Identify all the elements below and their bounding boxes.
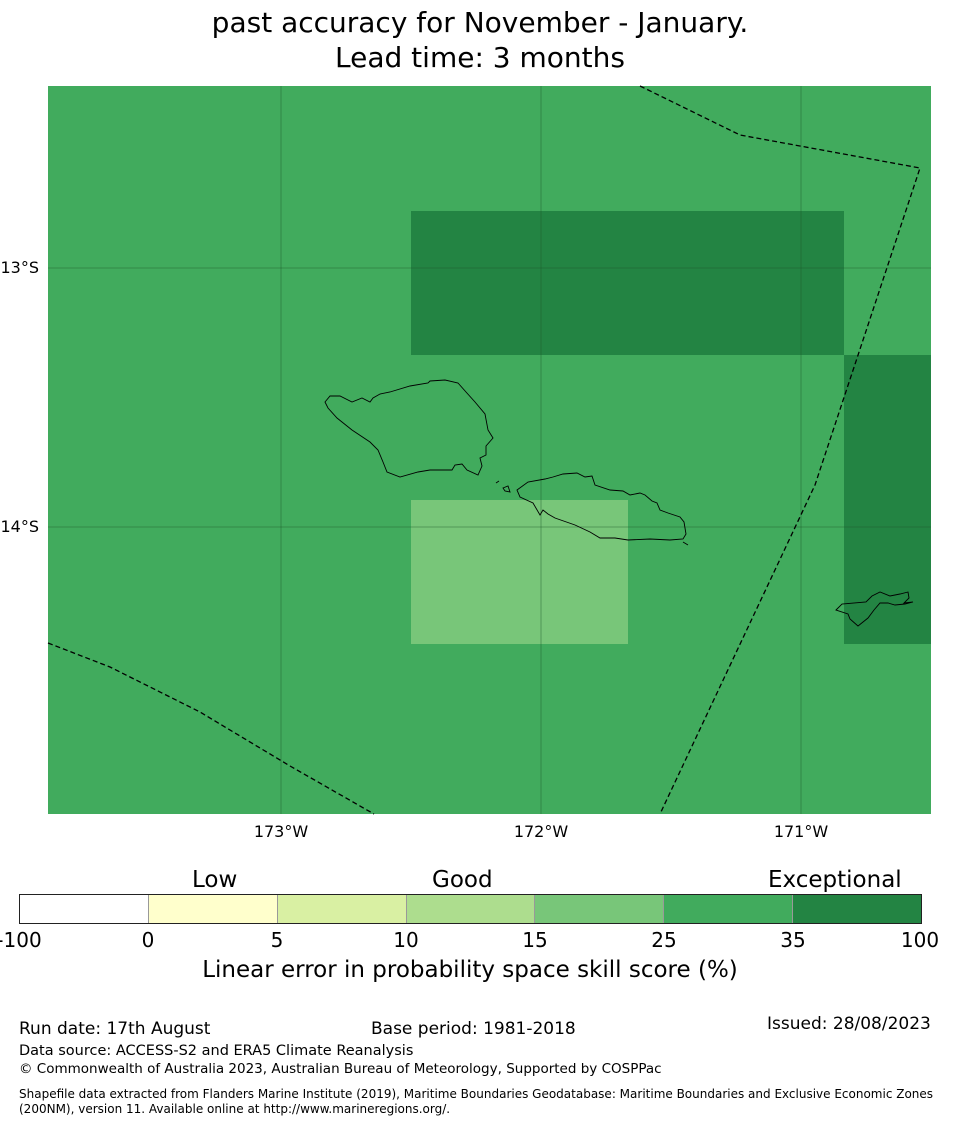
colorbar-segment [276, 895, 406, 923]
colorbar-segment [792, 895, 922, 923]
colorbar-tick-label: 10 [393, 928, 419, 952]
copyright: © Commonwealth of Australia 2023, Austra… [19, 1061, 662, 1077]
data-source: Data source: ACCESS-S2 and ERA5 Climate … [19, 1043, 414, 1059]
colorbar-segment [405, 895, 535, 923]
base-period: Base period: 1981-2018 [371, 1019, 576, 1039]
colorbar-segment [147, 895, 277, 923]
colorbar-tick-label: 15 [522, 928, 548, 952]
map-background [48, 86, 931, 814]
savaii-island [324, 379, 494, 478]
lon-tick-172w: 172°W [513, 822, 569, 841]
colorbar [19, 894, 922, 924]
eez-boundary [47, 85, 921, 815]
lat-tick-13s: 13°S [0, 258, 39, 277]
shapefile-credit: Shapefile data extracted from Flanders M… [19, 1087, 934, 1116]
legend-category-good: Good [432, 867, 493, 893]
lon-tick-171w: 171°W [773, 822, 829, 841]
colorbar-label: Linear error in probability space skill … [202, 957, 738, 983]
skill-cell-exceptional-north [411, 211, 844, 355]
legend-category-low: Low [192, 867, 238, 893]
colorbar-tick-label: 35 [780, 928, 806, 952]
colorbar-tick-label: 100 [900, 928, 940, 952]
colorbar-tick-label: 25 [651, 928, 677, 952]
skill-score-map [47, 85, 931, 815]
lon-tick-173w: 173°W [253, 822, 309, 841]
gridlines [48, 86, 931, 814]
colorbar-tick-label: -100 [0, 928, 42, 952]
colorbar-tick-label: 0 [141, 928, 155, 952]
upolu-east-tip [682, 541, 689, 546]
issued-date: Issued: 28/08/2023 [767, 1014, 931, 1034]
upolu-island [516, 472, 687, 541]
colorbar-segment [20, 895, 148, 923]
run-date: Run date: 17th August [19, 1019, 211, 1039]
map-title-line-2: Lead time: 3 months [335, 41, 625, 74]
colorbar-segment [663, 895, 793, 923]
map-title-line-1: past accuracy for November - January. [211, 6, 749, 39]
legend-category-exceptional: Exceptional [768, 867, 902, 893]
colorbar-segment [534, 895, 664, 923]
tutuila-island [835, 591, 914, 627]
manono-islet [495, 480, 511, 493]
lat-tick-14s: 14°S [0, 517, 39, 536]
skill-cell-exceptional-east [844, 355, 931, 644]
colorbar-tick-label: 5 [270, 928, 284, 952]
coastline [324, 379, 914, 627]
skill-cell-good [411, 500, 628, 644]
